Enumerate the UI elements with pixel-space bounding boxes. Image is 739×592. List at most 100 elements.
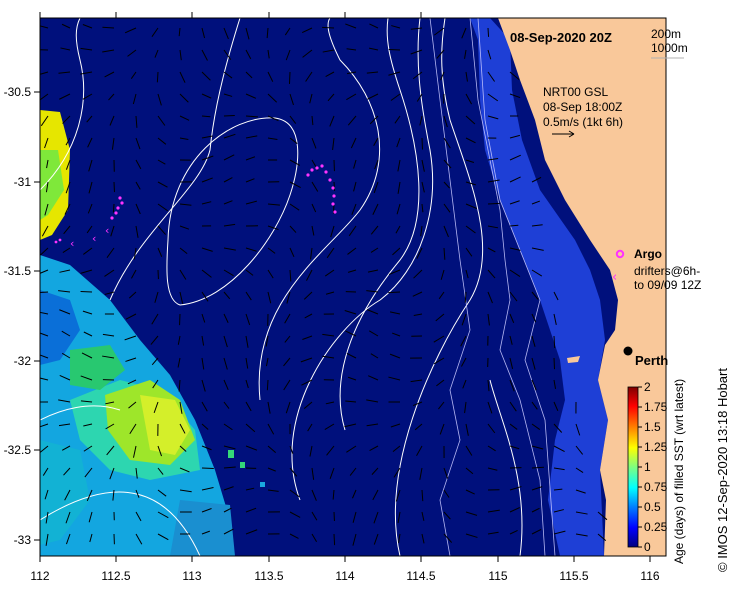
current-vector [289,533,299,539]
current-vector [487,93,499,102]
current-vector [487,225,499,229]
current-vector [322,355,335,359]
current-vector [179,49,182,61]
current-vector [372,203,379,215]
current-vector [329,467,335,480]
current-vector [112,203,115,213]
current-vector [157,225,166,235]
current-vector [223,49,232,60]
current-vector [443,247,446,260]
current-vector [461,313,467,326]
current-vector [157,247,163,257]
current-vector [157,203,169,212]
current-vector [367,269,379,273]
svg-text:‹: ‹ [70,237,74,250]
current-vector [179,203,192,206]
current-vector [151,27,159,37]
current-vector [179,467,190,473]
current-vector [388,291,401,294]
current-vector [396,137,401,148]
current-vector [223,133,236,139]
current-vector [303,291,313,300]
current-vector [419,115,423,126]
current-vector [352,511,357,523]
current-vector [245,247,257,252]
current-vector [487,49,492,60]
current-vector [289,115,297,124]
current-vector [509,71,520,81]
plot-frame [39,17,667,557]
current-vector [309,93,313,104]
current-vector [223,223,236,227]
current-vector [371,467,379,475]
current-vector [345,400,357,403]
depth-legend-1000m: 1000m [651,41,688,55]
current-vector [245,379,249,389]
current-vector [305,71,313,82]
current-vector [311,203,317,213]
current-vector [416,93,423,102]
current-vector [414,423,423,431]
current-vector [104,269,115,277]
current-vector [201,335,205,346]
current-vector [443,137,451,149]
current-vector [333,181,336,191]
current-vector [410,379,423,383]
current-vector [83,331,93,337]
current-vector [397,511,401,524]
vector-scale-arrow [552,130,575,138]
current-vector [40,332,49,337]
current-vector [395,225,401,234]
current-vector [130,71,137,79]
current-vector [63,225,71,235]
current-vector [88,181,93,194]
current-vector [374,159,379,170]
current-vector [553,335,556,349]
current-vector [509,154,521,161]
current-vector [201,467,214,470]
current-vector [509,200,520,205]
current-vector [311,511,318,521]
current-vector [465,203,478,210]
current-vector [324,423,335,430]
current-vector [322,333,335,337]
current-vector [388,71,401,76]
current-vector [80,400,93,403]
current-vector [509,379,515,392]
current-vector [345,23,357,29]
current-vector [157,445,163,457]
svg-text:‹: ‹ [92,232,96,245]
current-vector [289,511,301,518]
current-vector [443,225,449,238]
current-vector [389,311,401,315]
current-vector [245,27,250,40]
current-vector [351,203,357,215]
current-vector [487,467,498,471]
current-vector [306,269,313,281]
current-vector [105,423,115,430]
current-vector [509,530,518,535]
current-vector [420,225,423,237]
current-vector [397,159,401,172]
vector-scale-label: 0.5m/s (1kt 6h) [543,115,623,129]
current-vector [64,489,71,501]
current-vector [267,93,278,103]
current-vector [44,203,49,216]
current-vector [509,247,521,251]
current-vector [553,445,565,452]
current-vector [223,401,230,409]
current-vector [464,291,467,303]
current-vector [125,357,137,362]
current-vector [439,423,445,435]
current-vector [201,135,213,139]
x-tick-label: 116 [640,569,659,583]
y-tick-label: -32.5 [4,443,32,457]
current-vector [465,511,478,516]
current-vector [289,203,300,211]
current-vector [223,423,233,431]
current-vector [324,269,335,277]
current-vector [62,115,71,124]
current-vector [487,509,500,513]
current-vector [201,487,214,491]
